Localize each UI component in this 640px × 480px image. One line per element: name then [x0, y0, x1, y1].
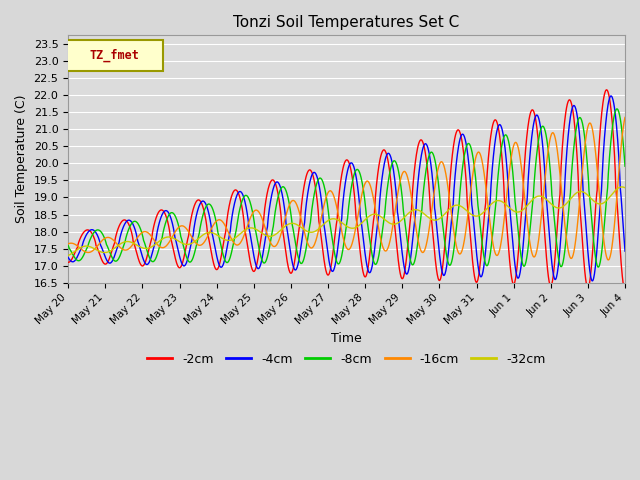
Legend: -2cm, -4cm, -8cm, -16cm, -32cm: -2cm, -4cm, -8cm, -16cm, -32cm — [142, 348, 551, 371]
FancyBboxPatch shape — [65, 40, 163, 71]
Y-axis label: Soil Temperature (C): Soil Temperature (C) — [15, 95, 28, 223]
Text: TZ_fmet: TZ_fmet — [90, 49, 140, 62]
X-axis label: Time: Time — [332, 332, 362, 345]
Title: Tonzi Soil Temperatures Set C: Tonzi Soil Temperatures Set C — [234, 15, 460, 30]
